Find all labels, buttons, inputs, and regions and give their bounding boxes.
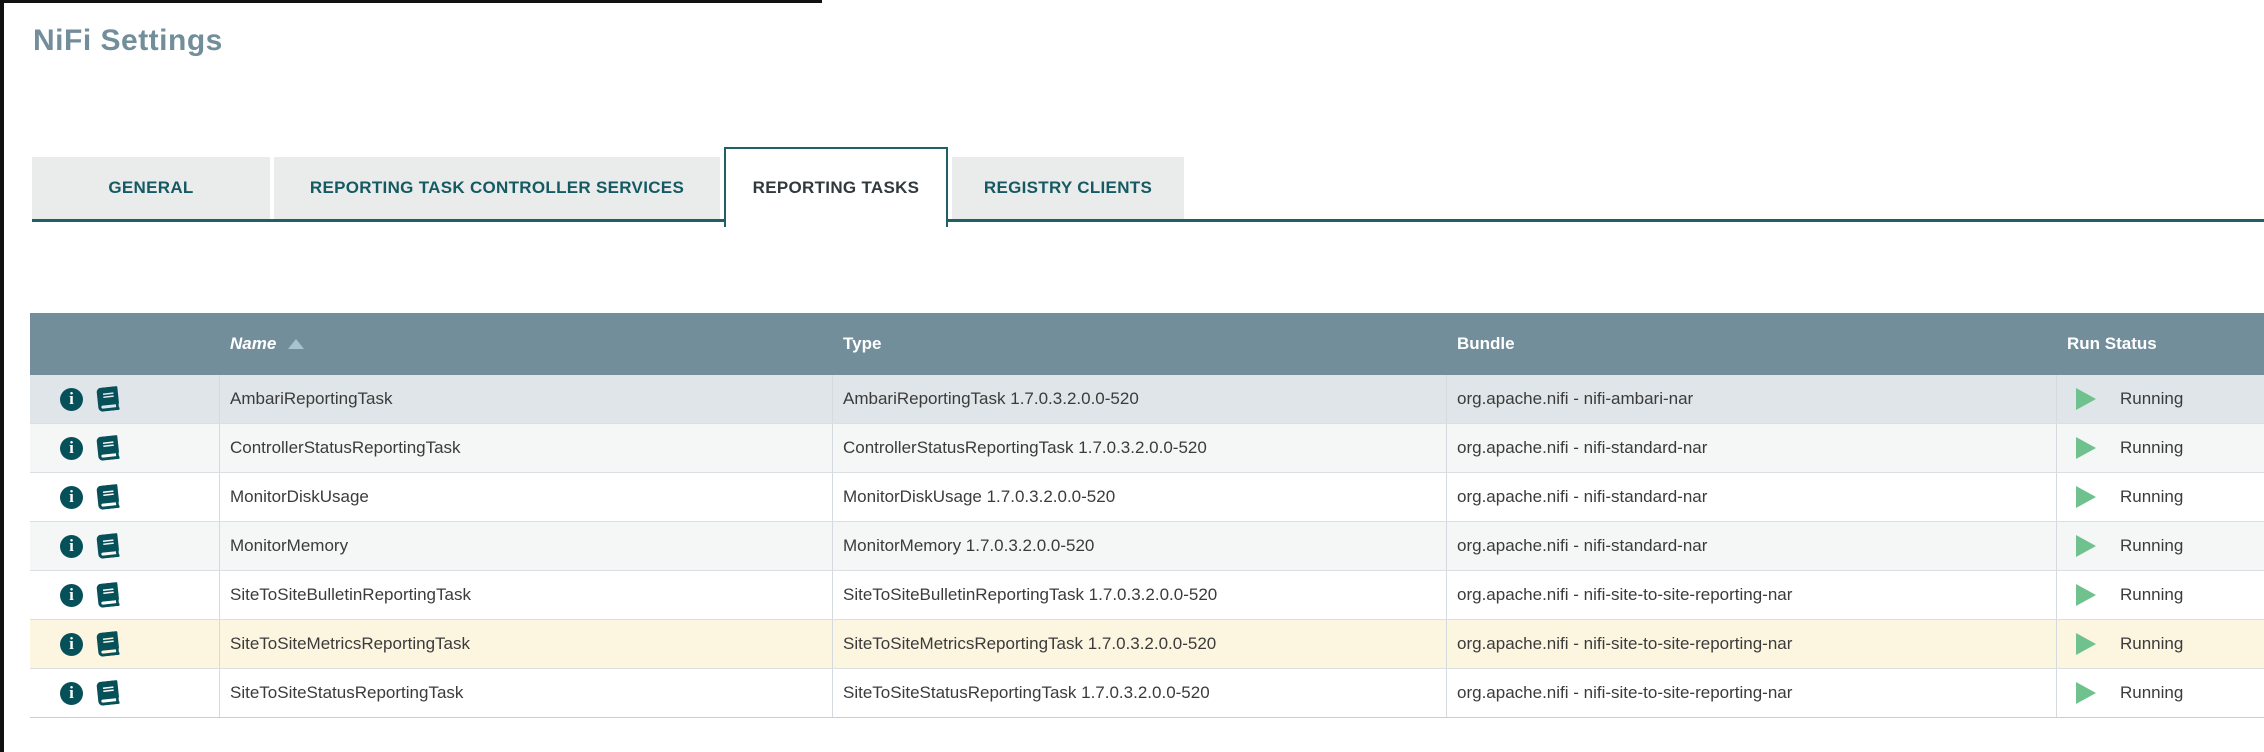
row-actions: i — [30, 669, 220, 717]
run-status-label: Running — [2120, 536, 2184, 555]
view-usage-icon[interactable] — [95, 582, 121, 608]
table-row[interactable]: i ControllerStatusReportingTask Controll… — [30, 424, 2264, 473]
view-usage-icon[interactable] — [95, 680, 121, 706]
run-status-label: Running — [2120, 634, 2184, 653]
table-row[interactable]: i MonitorMemory MonitorMemory 1.7.0.3.2.… — [30, 522, 2264, 571]
table-row[interactable]: i SiteToSiteStatusReportingTask SiteToSi… — [30, 669, 2264, 717]
row-name: ControllerStatusReportingTask — [220, 424, 833, 472]
tabbar-underline — [32, 219, 2264, 222]
running-icon — [2076, 437, 2096, 459]
row-type: AmbariReportingTask 1.7.0.3.2.0.0-520 — [833, 375, 1447, 423]
column-header-type-label: Type — [843, 334, 882, 353]
view-details-icon[interactable]: i — [60, 387, 83, 411]
row-bundle: org.apache.nifi - nifi-standard-nar — [1447, 522, 2057, 570]
row-actions: i — [30, 473, 220, 521]
tab-reporting-task-controller-services[interactable]: REPORTING TASK CONTROLLER SERVICES — [274, 157, 720, 219]
run-status-label: Running — [2120, 438, 2184, 457]
running-icon — [2076, 633, 2096, 655]
running-icon — [2076, 388, 2096, 410]
table-row[interactable]: i AmbariReportingTask AmbariReportingTas… — [30, 375, 2264, 424]
view-details-icon[interactable]: i — [60, 632, 83, 656]
reporting-tasks-table: Name Type Bundle Run Status i AmbariRepo… — [30, 313, 2264, 718]
row-actions: i — [30, 522, 220, 570]
row-bundle: org.apache.nifi - nifi-site-to-site-repo… — [1447, 620, 2057, 668]
sort-ascending-icon — [288, 339, 305, 349]
view-usage-icon[interactable] — [95, 386, 121, 412]
row-bundle: org.apache.nifi - nifi-standard-nar — [1447, 424, 2057, 472]
page-title: NiFi Settings — [33, 24, 223, 57]
running-icon — [2076, 486, 2096, 508]
view-details-icon[interactable]: i — [60, 534, 83, 558]
row-type: SiteToSiteBulletinReportingTask 1.7.0.3.… — [833, 571, 1447, 619]
column-header-bundle[interactable]: Bundle — [1447, 334, 2057, 354]
view-usage-icon[interactable] — [95, 533, 121, 559]
view-usage-icon[interactable] — [95, 435, 121, 461]
row-name: AmbariReportingTask — [220, 375, 833, 423]
column-header-name-label: Name — [230, 334, 277, 353]
row-name: SiteToSiteBulletinReportingTask — [220, 571, 833, 619]
tab-reporting-tasks[interactable]: REPORTING TASKS — [724, 147, 948, 227]
run-status-label: Running — [2120, 389, 2184, 408]
table-row[interactable]: i SiteToSiteMetricsReportingTask SiteToS… — [30, 620, 2264, 669]
row-run-status: Running — [2057, 669, 2264, 717]
column-header-run-status-label: Run Status — [2067, 334, 2157, 353]
view-details-icon[interactable]: i — [60, 583, 83, 607]
window-top-edge — [0, 0, 822, 3]
row-run-status: Running — [2057, 522, 2264, 570]
row-type: MonitorDiskUsage 1.7.0.3.2.0.0-520 — [833, 473, 1447, 521]
column-header-name[interactable]: Name — [220, 334, 833, 354]
run-status-label: Running — [2120, 683, 2184, 702]
view-details-icon[interactable]: i — [60, 681, 83, 705]
row-run-status: Running — [2057, 375, 2264, 423]
row-name: MonitorDiskUsage — [220, 473, 833, 521]
running-icon — [2076, 584, 2096, 606]
row-actions: i — [30, 571, 220, 619]
column-header-bundle-label: Bundle — [1457, 334, 1515, 353]
table-row[interactable]: i SiteToSiteBulletinReportingTask SiteTo… — [30, 571, 2264, 620]
running-icon — [2076, 682, 2096, 704]
view-details-icon[interactable]: i — [60, 485, 83, 509]
row-bundle: org.apache.nifi - nifi-site-to-site-repo… — [1447, 571, 2057, 619]
row-name: MonitorMemory — [220, 522, 833, 570]
row-actions: i — [30, 424, 220, 472]
view-details-icon[interactable]: i — [60, 436, 83, 460]
tab-registry-clients[interactable]: REGISTRY CLIENTS — [952, 157, 1184, 219]
row-run-status: Running — [2057, 620, 2264, 668]
table-header-row: Name Type Bundle Run Status — [30, 313, 2264, 375]
row-type: SiteToSiteStatusReportingTask 1.7.0.3.2.… — [833, 669, 1447, 717]
row-run-status: Running — [2057, 473, 2264, 521]
running-icon — [2076, 535, 2096, 557]
tab-general[interactable]: GENERAL — [32, 157, 270, 219]
view-usage-icon[interactable] — [95, 484, 121, 510]
window-left-edge — [0, 0, 4, 752]
row-bundle: org.apache.nifi - nifi-standard-nar — [1447, 473, 2057, 521]
run-status-label: Running — [2120, 585, 2184, 604]
row-bundle: org.apache.nifi - nifi-site-to-site-repo… — [1447, 669, 2057, 717]
settings-tabbar: GENERAL REPORTING TASK CONTROLLER SERVICE… — [32, 147, 2264, 227]
row-type: MonitorMemory 1.7.0.3.2.0.0-520 — [833, 522, 1447, 570]
run-status-label: Running — [2120, 487, 2184, 506]
row-run-status: Running — [2057, 571, 2264, 619]
column-header-type[interactable]: Type — [833, 334, 1447, 354]
table-body: i AmbariReportingTask AmbariReportingTas… — [30, 375, 2264, 718]
row-bundle: org.apache.nifi - nifi-ambari-nar — [1447, 375, 2057, 423]
row-name: SiteToSiteMetricsReportingTask — [220, 620, 833, 668]
row-type: ControllerStatusReportingTask 1.7.0.3.2.… — [833, 424, 1447, 472]
row-run-status: Running — [2057, 424, 2264, 472]
table-row[interactable]: i MonitorDiskUsage MonitorDiskUsage 1.7.… — [30, 473, 2264, 522]
row-type: SiteToSiteMetricsReportingTask 1.7.0.3.2… — [833, 620, 1447, 668]
view-usage-icon[interactable] — [95, 631, 121, 657]
row-actions: i — [30, 620, 220, 668]
row-name: SiteToSiteStatusReportingTask — [220, 669, 833, 717]
column-header-run-status[interactable]: Run Status — [2057, 334, 2264, 354]
row-actions: i — [30, 375, 220, 423]
